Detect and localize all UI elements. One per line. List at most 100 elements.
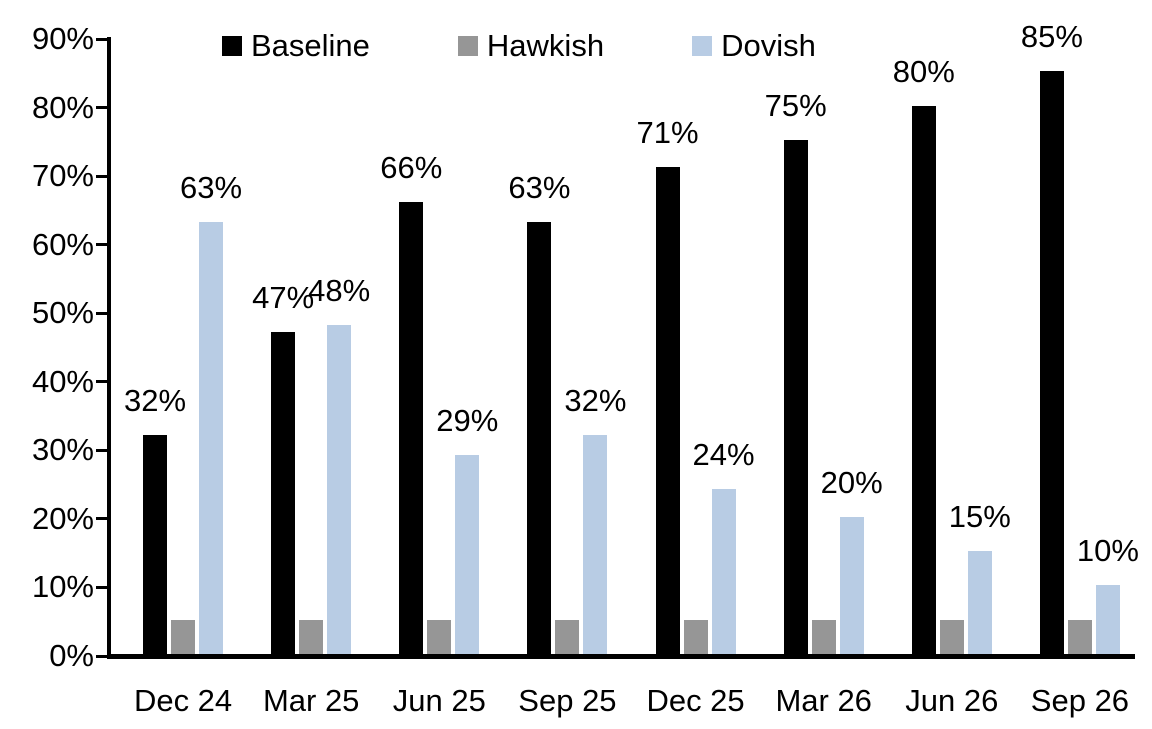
bar-hawkish-mar-26 (811, 619, 836, 654)
bar-dovish-dec-25 (711, 489, 736, 654)
legend-item-hawkish: Hawkish (457, 28, 605, 64)
bar-col-dovish-mar-25: 48% (308, 275, 370, 654)
legend: Baseline Hawkish Dovish (222, 28, 816, 64)
bar-col-dovish-dec-24: 63% (180, 172, 242, 654)
bar-group-dec-25: 71% 24% (632, 34, 760, 654)
data-label-dovish-mar-25: 48% (308, 272, 371, 308)
bar-col-baseline-mar-26: 75% (765, 90, 827, 654)
bar-col-dovish-sep-25: 32% (564, 385, 626, 654)
data-label-dovish-sep-25: 32% (564, 382, 627, 418)
bar-col-baseline-mar-25: 47% (252, 282, 314, 654)
y-tick-label-40: 40% (31, 363, 94, 399)
bar-col-dovish-mar-26: 20% (821, 467, 883, 654)
x-label-sep-26: Sep 26 (1030, 683, 1130, 718)
data-label-baseline-dec-24: 32% (124, 382, 187, 418)
data-label-dovish-dec-24: 63% (180, 170, 243, 206)
x-label-dec-25: Dec 25 (646, 683, 745, 718)
data-label-baseline-sep-26: 85% (1020, 19, 1083, 55)
bar-baseline-sep-25 (527, 222, 552, 654)
x-label-jun-25: Jun 25 (392, 683, 486, 718)
bar-dovish-sep-25 (583, 434, 608, 654)
bar-group-mar-26: 75% 20% (760, 34, 888, 654)
x-axis-labels: Dec 24 Mar 25 Jun 25 Sep 25 Dec 25 Mar 26 Jun … (119, 684, 1144, 718)
bar-dovish-mar-26 (839, 516, 864, 654)
bar-col-hawkish-sep-25 (555, 619, 580, 654)
data-label-dovish-dec-25: 24% (692, 437, 755, 473)
y-tick-label-70: 70% (31, 158, 94, 194)
y-axis-line (107, 37, 111, 659)
bar-col-hawkish-mar-25 (299, 619, 324, 654)
y-tick-mark-50 (96, 311, 107, 315)
bar-dovish-sep-26 (1095, 585, 1120, 654)
bar-dovish-jun-25 (455, 455, 480, 654)
y-tick-mark-90 (96, 37, 107, 41)
y-tick-mark-60 (96, 243, 107, 247)
y-tick-mark-70 (96, 174, 107, 178)
bar-col-dovish-jun-26: 15% (949, 501, 1011, 654)
bar-col-hawkish-jun-26 (939, 619, 964, 654)
bar-hawkish-sep-26 (1067, 619, 1092, 654)
x-axis-line (107, 654, 1135, 659)
bar-baseline-jun-26 (911, 105, 936, 654)
bar-col-dovish-sep-26: 10% (1077, 535, 1139, 654)
legend-label-dovish: Dovish (721, 28, 816, 63)
bar-group-jun-25: 66% 29% (375, 34, 503, 654)
bar-col-baseline-sep-26: 85% (1021, 21, 1083, 654)
bar-group-sep-25: 63% 32% (503, 34, 631, 654)
bar-dovish-mar-25 (327, 324, 352, 654)
data-label-baseline-dec-25: 71% (636, 115, 699, 151)
y-tick-label-80: 80% (31, 89, 94, 125)
bar-col-baseline-dec-25: 71% (637, 117, 699, 654)
legend-item-baseline: Baseline (222, 28, 370, 64)
x-label-mar-25: Mar 25 (262, 683, 360, 718)
x-label-mar-26: Mar 26 (775, 683, 872, 718)
data-label-baseline-mar-25: 47% (252, 279, 315, 315)
bar-dovish-jun-26 (967, 551, 992, 654)
bar-dovish-dec-24 (199, 222, 224, 654)
bar-col-hawkish-jun-25 (427, 619, 452, 654)
legend-swatch-icon (457, 36, 478, 56)
bar-col-baseline-jun-25: 66% (380, 152, 442, 654)
legend-item-dovish: Dovish (692, 28, 816, 64)
y-tick-label-30: 30% (31, 432, 94, 468)
plot-area: 32% 63% 47% 48% 66% 29% 63% 32% 71% 24% 75% 20% 80% 1… (119, 21, 1144, 654)
bar-col-hawkish-dec-25 (683, 619, 708, 654)
bar-baseline-jun-25 (399, 201, 424, 654)
bar-col-baseline-dec-24: 32% (124, 385, 186, 654)
bar-hawkish-dec-24 (171, 619, 196, 654)
y-tick-label-20: 20% (31, 500, 94, 536)
data-label-baseline-sep-25: 63% (508, 170, 571, 206)
y-tick-mark-20 (96, 517, 107, 521)
data-label-baseline-jun-25: 66% (380, 149, 443, 185)
bar-hawkish-sep-25 (555, 619, 580, 654)
bar-group-dec-24: 32% 63% (119, 34, 247, 654)
legend-label-baseline: Baseline (251, 28, 370, 63)
bar-col-dovish-dec-25: 24% (693, 439, 755, 654)
bar-baseline-sep-26 (1039, 71, 1064, 654)
bar-baseline-mar-25 (271, 331, 296, 654)
bar-hawkish-jun-26 (939, 619, 964, 654)
bar-hawkish-mar-25 (299, 619, 324, 654)
bar-group-jun-26: 80% 15% (888, 34, 1016, 654)
bar-col-hawkish-dec-24 (171, 619, 196, 654)
y-tick-mark-40 (96, 380, 107, 384)
bar-col-hawkish-mar-26 (811, 619, 836, 654)
bar-col-baseline-sep-25: 63% (508, 172, 570, 654)
legend-label-hawkish: Hawkish (486, 28, 605, 63)
y-tick-mark-30 (96, 448, 107, 452)
y-tick-label-0: 0% (49, 638, 94, 673)
legend-swatch-icon (222, 36, 242, 56)
x-label-dec-24: Dec 24 (133, 683, 233, 718)
data-label-dovish-mar-26: 20% (820, 464, 883, 500)
y-tick-mark-10 (96, 585, 107, 589)
data-label-dovish-sep-26: 10% (1076, 533, 1139, 569)
data-label-dovish-jun-25: 29% (436, 403, 499, 439)
x-label-jun-26: Jun 26 (905, 683, 999, 718)
y-tick-label-60: 60% (31, 226, 94, 262)
bar-group-mar-25: 47% 48% (247, 34, 375, 654)
y-tick-mark-80 (96, 106, 107, 110)
data-label-baseline-mar-26: 75% (764, 87, 827, 123)
bar-baseline-dec-25 (655, 167, 680, 654)
bar-col-dovish-jun-25: 29% (436, 405, 498, 654)
